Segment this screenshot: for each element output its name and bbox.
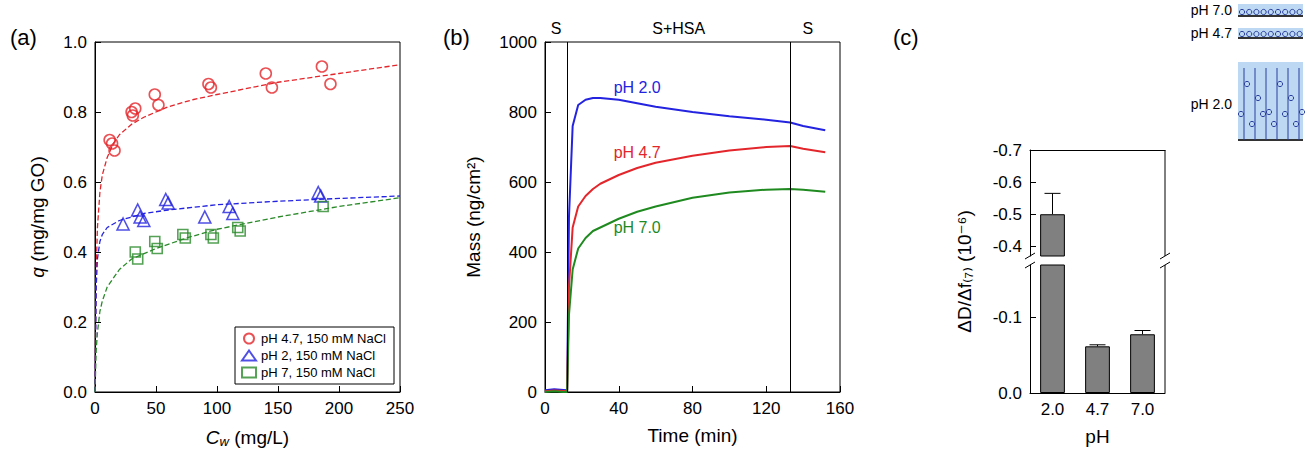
svg-text:-0.7: -0.7 — [993, 141, 1022, 160]
svg-text:4.7: 4.7 — [1086, 400, 1110, 419]
svg-text:-0.5: -0.5 — [993, 205, 1022, 224]
svg-text:pH 4.7, 150 mM NaCl: pH 4.7, 150 mM NaCl — [261, 331, 386, 346]
svg-text:0.0: 0.0 — [998, 384, 1022, 403]
svg-text:120: 120 — [752, 399, 780, 418]
svg-text:(a): (a) — [10, 25, 37, 50]
svg-text:-0.1: -0.1 — [993, 308, 1022, 327]
svg-text:pH 2, 150 mM NaCl: pH 2, 150 mM NaCl — [261, 348, 375, 363]
svg-text:2.0: 2.0 — [1041, 400, 1065, 419]
svg-text:0.2: 0.2 — [63, 313, 87, 332]
svg-text:1.0: 1.0 — [63, 33, 87, 52]
svg-text:Time (min): Time (min) — [647, 425, 737, 446]
svg-text:w: w — [219, 434, 229, 449]
svg-text:100: 100 — [203, 399, 231, 418]
svg-text:pH 2.0: pH 2.0 — [614, 79, 661, 96]
svg-text:S: S — [551, 20, 562, 37]
svg-text:0.0: 0.0 — [63, 383, 87, 402]
svg-text:-0.4: -0.4 — [993, 237, 1022, 256]
svg-text:0.8: 0.8 — [63, 103, 87, 122]
svg-text:0: 0 — [540, 399, 549, 418]
svg-text:(c): (c) — [893, 25, 919, 50]
svg-text:0: 0 — [528, 383, 537, 402]
svg-text:pH 7.0: pH 7.0 — [614, 219, 661, 236]
svg-text:160: 160 — [826, 399, 854, 418]
svg-text:200: 200 — [509, 313, 537, 332]
svg-text:400: 400 — [509, 243, 537, 262]
svg-text:S: S — [802, 20, 813, 37]
svg-text:pH 4.7: pH 4.7 — [1191, 25, 1232, 41]
svg-text:pH 7.0: pH 7.0 — [1191, 2, 1232, 18]
svg-text:250: 250 — [386, 399, 414, 418]
svg-text:50: 50 — [147, 399, 166, 418]
svg-text:1000: 1000 — [499, 33, 537, 52]
svg-text:800: 800 — [509, 103, 537, 122]
svg-text:ΔD/Δf₍₇₎ (10⁻⁶): ΔD/Δf₍₇₎ (10⁻⁶) — [954, 210, 975, 332]
svg-text:pH 4.7: pH 4.7 — [614, 144, 661, 161]
svg-text:-0.6: -0.6 — [993, 173, 1022, 192]
svg-text:200: 200 — [325, 399, 353, 418]
svg-text:S+HSA: S+HSA — [652, 20, 705, 37]
svg-text:0: 0 — [90, 399, 99, 418]
svg-text:pH 7, 150 mM NaCl: pH 7, 150 mM NaCl — [261, 365, 375, 380]
svg-text:pH 2.0: pH 2.0 — [1191, 96, 1232, 112]
svg-text:7.0: 7.0 — [1131, 400, 1155, 419]
svg-text:pH: pH — [1085, 426, 1109, 447]
svg-text:(mg/mg GO): (mg/mg GO) — [27, 156, 48, 267]
svg-text:0.6: 0.6 — [63, 173, 87, 192]
svg-text:q: q — [27, 267, 48, 278]
svg-text:600: 600 — [509, 173, 537, 192]
svg-text:150: 150 — [264, 399, 292, 418]
svg-text:40: 40 — [609, 399, 628, 418]
svg-text:(b): (b) — [443, 25, 470, 50]
svg-text:80: 80 — [683, 399, 702, 418]
svg-text:(mg/L): (mg/L) — [229, 427, 289, 448]
svg-text:C: C — [206, 427, 220, 448]
svg-text:Mass (ng/cm²): Mass (ng/cm²) — [463, 156, 484, 277]
svg-text:0.4: 0.4 — [63, 243, 87, 262]
